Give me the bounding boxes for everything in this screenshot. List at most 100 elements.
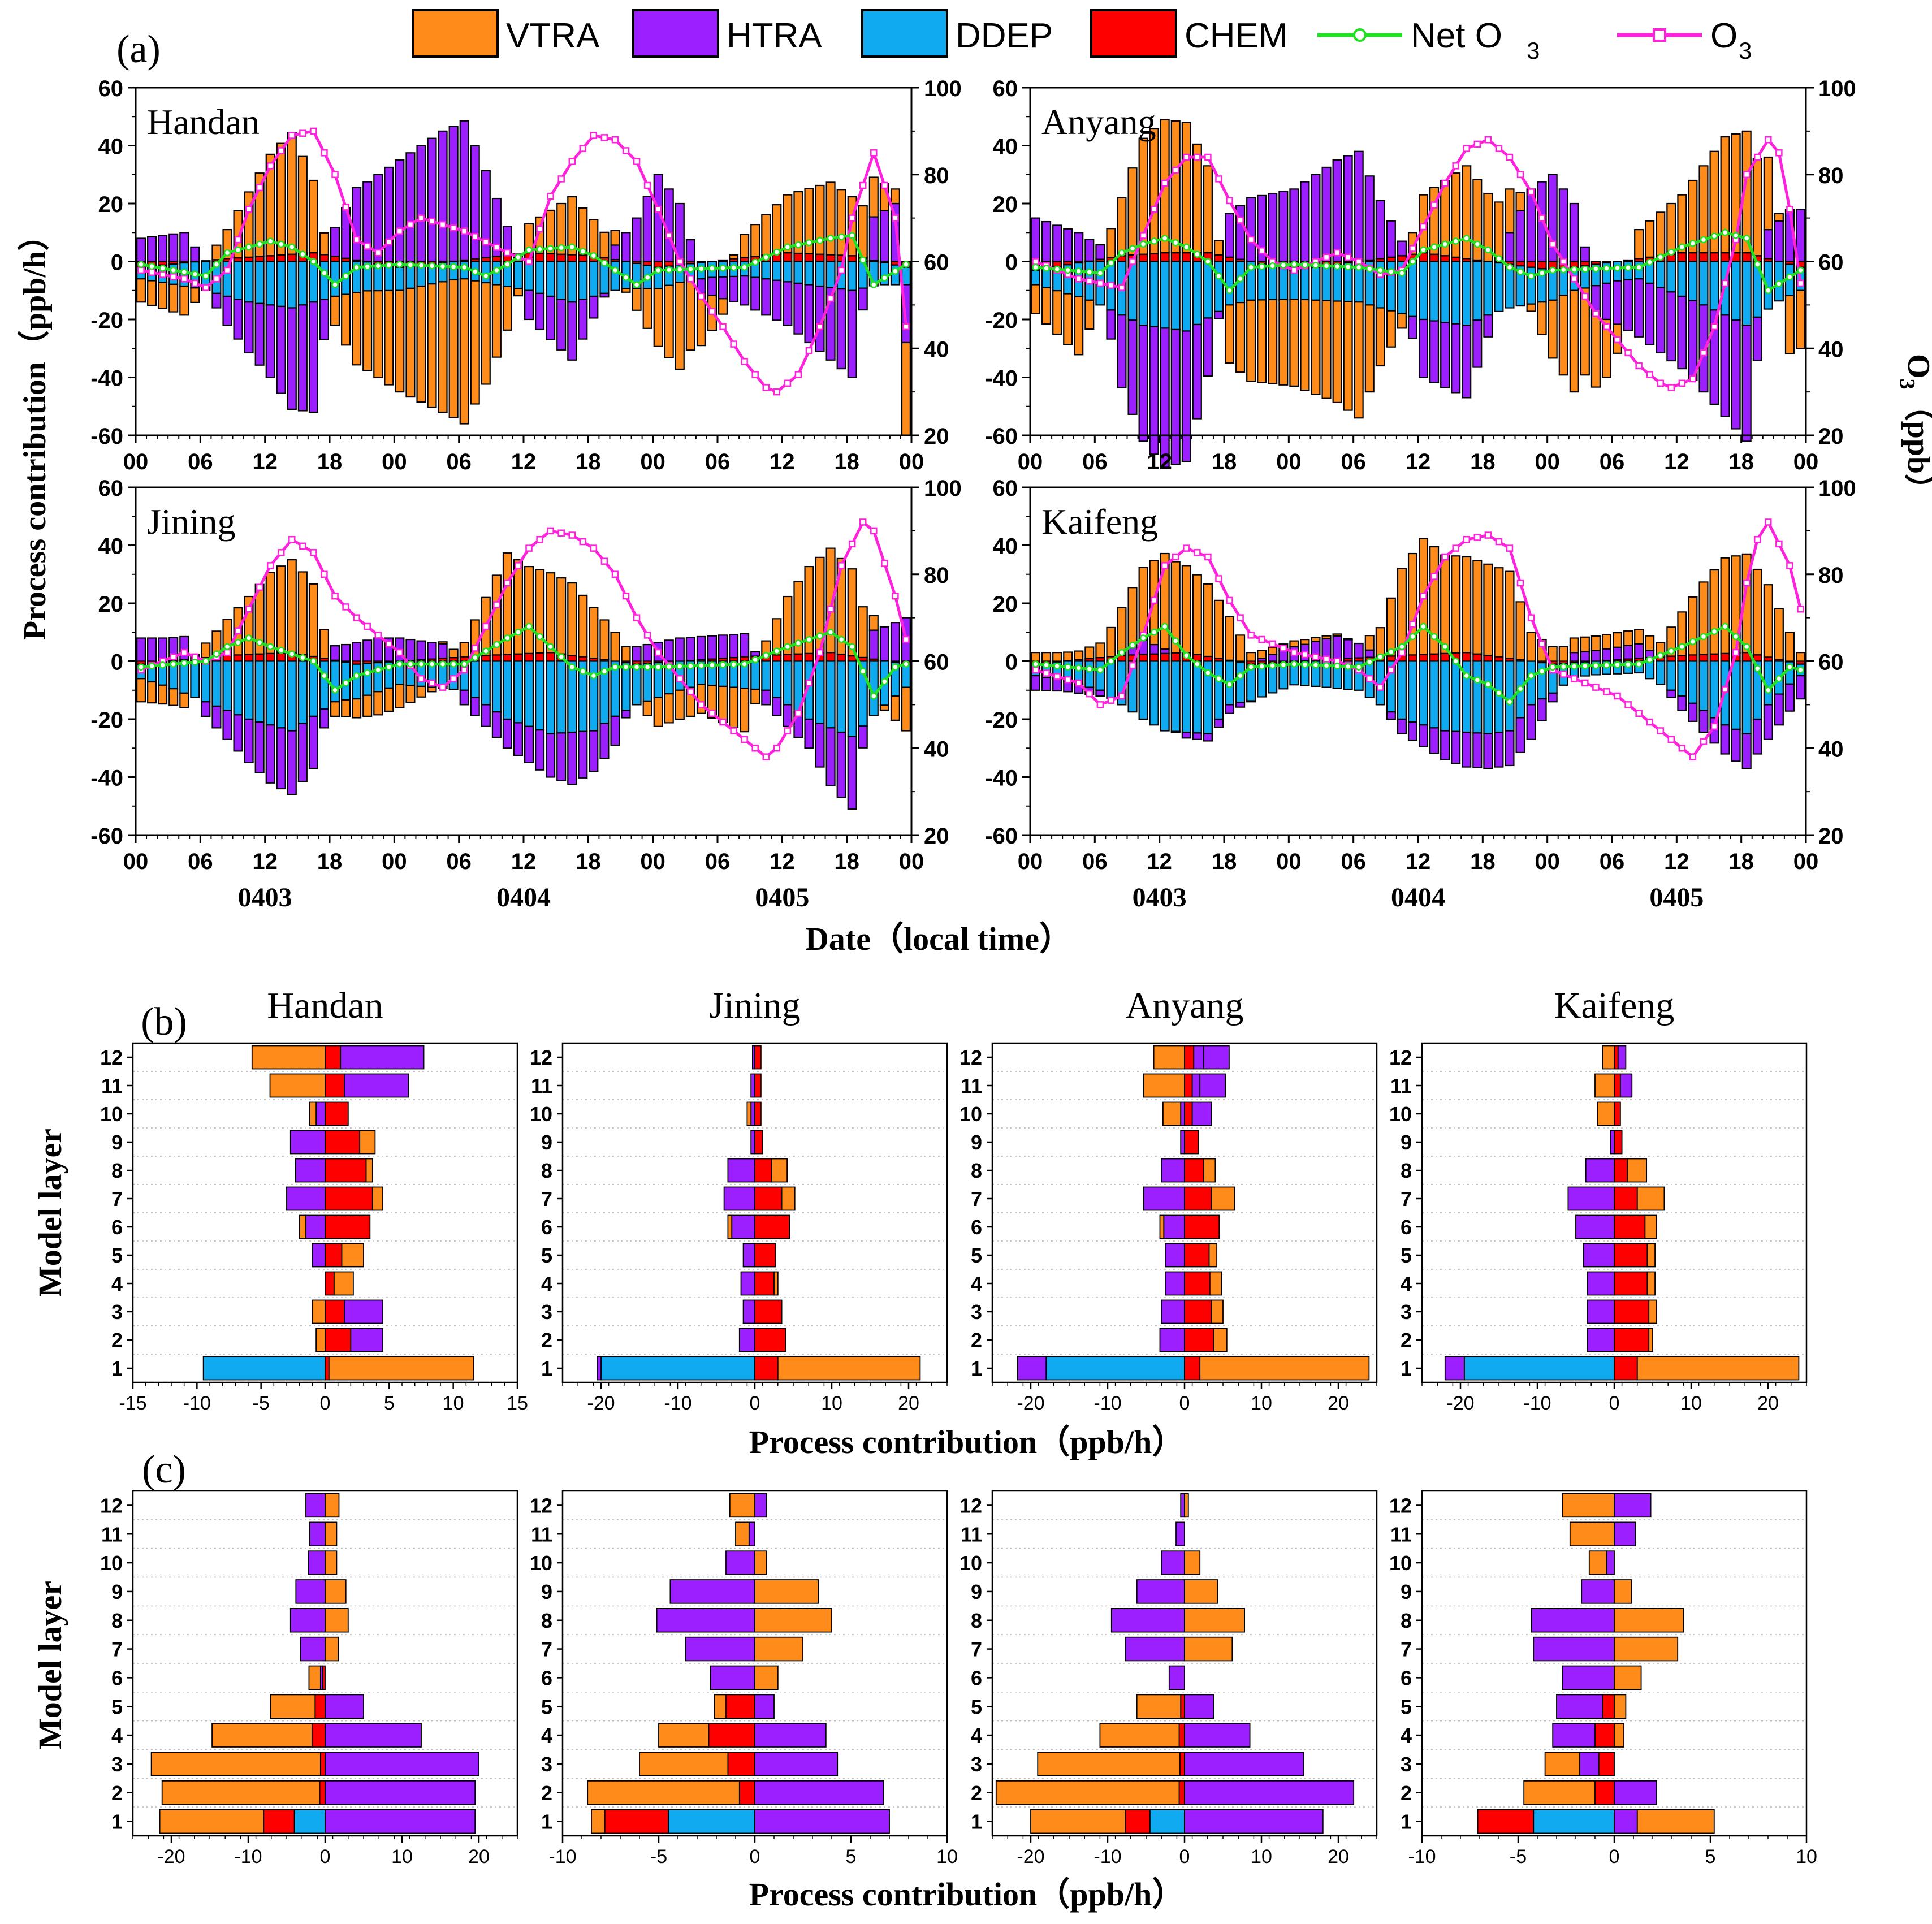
bar-htra-layer4 [1587, 1271, 1615, 1296]
x-tick-label: 00 [899, 449, 924, 474]
bar-vtra-h11 [1149, 128, 1159, 254]
x-tick-label: -20 [1446, 1393, 1474, 1414]
bar-htra-h37 [1429, 727, 1440, 754]
bar-htra-layer1 [1017, 1356, 1047, 1381]
o3-point-h62 [805, 347, 813, 354]
o3-point-h66 [848, 540, 856, 548]
bar-chem-h32 [481, 655, 491, 662]
bar-vtra-h69 [1774, 608, 1784, 660]
bar-htra-h27 [1321, 166, 1332, 262]
o3-point-h1 [148, 269, 155, 276]
bar-vtra-h21 [1257, 650, 1267, 659]
layer-tick-label: 3 [1401, 1753, 1412, 1776]
o3-point-h19 [1237, 614, 1244, 621]
bar-vtra-h7 [1106, 228, 1116, 258]
o3-point-h9 [1129, 258, 1136, 265]
net-o3-point-h48 [654, 266, 662, 274]
bar-htra-h46 [632, 217, 642, 262]
net-o3-point-h59 [1667, 647, 1675, 655]
net-o3-point-h23 [385, 261, 393, 269]
net-o3-point-h45 [1516, 268, 1524, 275]
net-o3-point-h63 [816, 237, 824, 244]
net-o3-point-h55 [1624, 661, 1632, 668]
bar-chem-h42 [1483, 655, 1493, 662]
x-tick-label: 06 [188, 449, 213, 474]
y-tick-label: 0 [111, 250, 123, 275]
net-o3-point-h24 [396, 660, 404, 668]
legend-label-chem: CHEM [1185, 16, 1288, 55]
bar-htra-layer9 [1581, 1579, 1615, 1604]
bar-vtra-h40 [567, 196, 577, 256]
net-o3-point-h55 [730, 264, 737, 271]
o3-point-h55 [1624, 701, 1632, 708]
net-o3-point-h44 [611, 266, 619, 274]
o3-point-h51 [687, 688, 694, 695]
net-o3-point-h30 [1355, 663, 1363, 671]
bar-vtra-h43 [1494, 567, 1504, 658]
bar-ddep-h35 [513, 660, 524, 724]
o3-point-h65 [837, 562, 845, 569]
bar-chem-h62 [804, 253, 814, 262]
net-o3-point-h66 [848, 643, 856, 651]
o3-point-h9 [234, 236, 242, 244]
y2-tick-label: 60 [924, 250, 949, 275]
bar-htra-h33 [491, 197, 502, 257]
bar-htra-layer5 [1556, 1694, 1603, 1719]
x-tick-label: 06 [1600, 449, 1625, 474]
bar-htra-h26 [416, 145, 426, 262]
o3-point-h57 [1646, 718, 1653, 726]
bar-htra-layer6 [1163, 1214, 1185, 1239]
bar-ddep-h5 [1084, 660, 1095, 688]
o3-point-h61 [794, 371, 802, 378]
y2-tick-label: 100 [924, 476, 962, 501]
layer-tick-label: 8 [1401, 1159, 1412, 1182]
bar-vtra-h25 [405, 685, 416, 703]
o3-point-h18 [1226, 596, 1233, 604]
bar-chem-h41 [578, 656, 588, 662]
net-o3-point-h47 [643, 663, 651, 671]
net-o3-point-h26 [417, 660, 425, 668]
bar-htra-layer4 [1184, 1723, 1251, 1748]
bar-chem-layer10 [1184, 1101, 1193, 1126]
bar-htra-layer8 [1585, 1158, 1615, 1183]
o3-point-h26 [417, 214, 425, 222]
o3-point-h38 [1441, 179, 1449, 187]
bar-chem-layer12 [325, 1045, 342, 1070]
bar-htra-h11 [254, 302, 265, 366]
bar-vtra-h24 [1289, 640, 1299, 647]
bar-chem-h64 [825, 652, 836, 662]
bar-vtra-layer1 [777, 1356, 921, 1381]
layer-tick-label: 1 [1401, 1357, 1412, 1380]
bar-htra-h12 [1160, 648, 1170, 654]
net-o3-point-h16 [1204, 669, 1212, 677]
net-o3-point-h28 [439, 660, 447, 668]
bar-ddep-h41 [578, 261, 588, 300]
bar-htra-h22 [373, 174, 383, 262]
net-o3-point-h21 [1258, 263, 1265, 270]
o3-point-h15 [1194, 549, 1201, 556]
bar-htra-layer2 [325, 1780, 476, 1805]
y-tick-label: 0 [1005, 650, 1018, 675]
o3-point-h53 [708, 710, 716, 717]
bar-chem-layer2 [1614, 1328, 1650, 1352]
o3-point-h4 [180, 275, 188, 283]
bar-htra-layer4 [1552, 1723, 1596, 1748]
bar-vtra-h57 [1645, 220, 1655, 258]
bar-vtra-layer12 [1562, 1493, 1615, 1518]
bar-vtra-layer2 [1213, 1328, 1228, 1352]
bar-ddep-h26 [1311, 266, 1321, 301]
o3-point-h9 [234, 627, 242, 634]
o3-point-h11 [1150, 206, 1158, 213]
o3-point-h24 [1290, 648, 1298, 656]
o3-point-h52 [698, 701, 705, 708]
o3-point-h40 [568, 158, 576, 165]
bar-vtra-h8 [1117, 607, 1127, 652]
o3-point-h13 [1172, 553, 1179, 561]
bar-chem-h12 [265, 652, 275, 662]
bar-htra-h56 [1634, 643, 1644, 659]
o3-point-h55 [730, 340, 737, 348]
x-tick-label: 00 [1793, 849, 1819, 874]
net-o3-point-h47 [1538, 269, 1546, 277]
net-o3-point-h13 [1172, 637, 1179, 645]
